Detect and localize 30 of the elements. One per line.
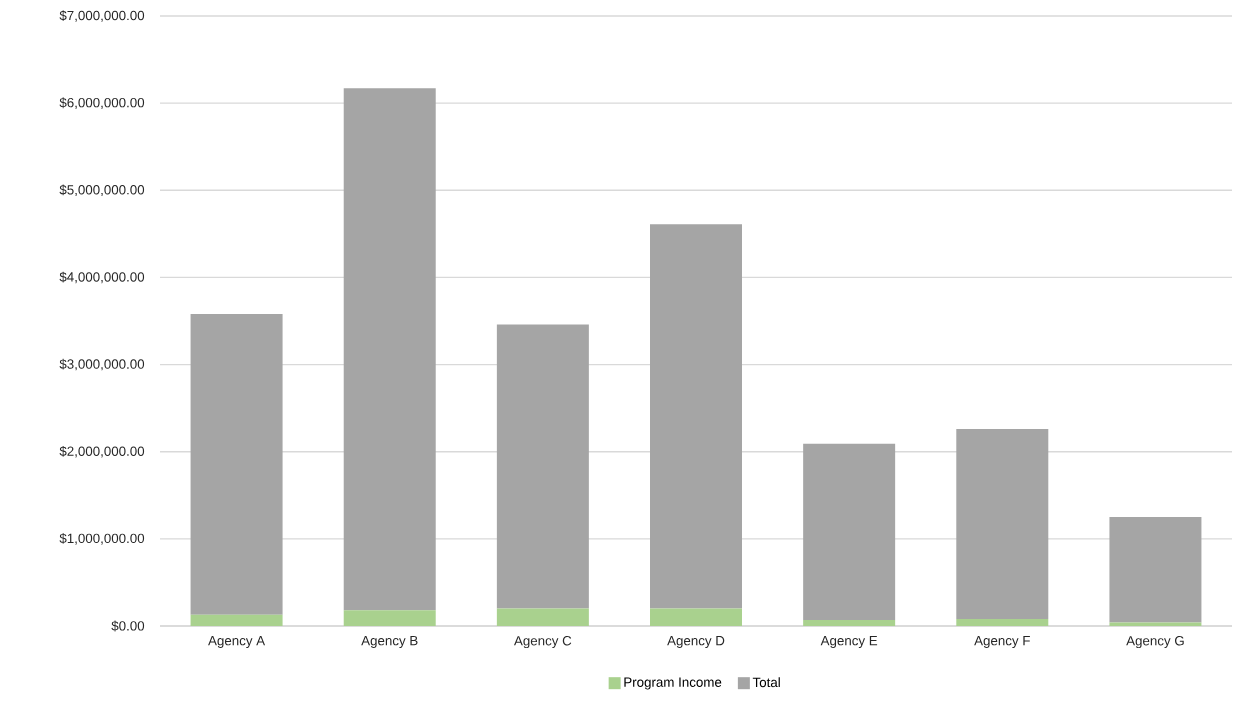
y-tick-label: $6,000,000.00 — [59, 97, 145, 109]
y-tick-label: $0.00 — [111, 620, 145, 632]
y-tick-label: $1,000,000.00 — [59, 533, 145, 545]
x-tick-label: Agency B — [361, 636, 418, 648]
bar — [956, 619, 1049, 626]
bar — [803, 619, 896, 626]
bar — [190, 614, 283, 626]
y-tick-label: $5,000,000.00 — [59, 184, 145, 197]
y-tick-label: $3,000,000.00 — [59, 358, 145, 371]
x-tick-label: Agency D — [667, 636, 725, 648]
bar — [956, 429, 1049, 620]
bar — [190, 314, 283, 615]
bar — [496, 608, 589, 626]
bar — [496, 324, 589, 609]
x-tick-label: Agency G — [1126, 636, 1184, 649]
bar — [650, 224, 742, 609]
y-tick-label: $7,000,000.00 — [59, 10, 145, 22]
bar — [343, 88, 436, 611]
bar — [1109, 517, 1202, 623]
bar — [803, 443, 896, 620]
x-tick-label: Agency F — [974, 636, 1030, 648]
x-tick-label: Agency C — [513, 636, 572, 649]
x-tick-label: Agency E — [820, 636, 878, 648]
legend-label: Total — [752, 677, 780, 688]
y-tick-label: $4,000,000.00 — [59, 271, 145, 284]
x-tick-label: Agency A — [208, 636, 266, 648]
bar — [343, 610, 436, 626]
y-tick-label: $2,000,000.00 — [59, 445, 145, 458]
bar — [650, 608, 742, 626]
legend-label: Program Income — [624, 677, 722, 690]
